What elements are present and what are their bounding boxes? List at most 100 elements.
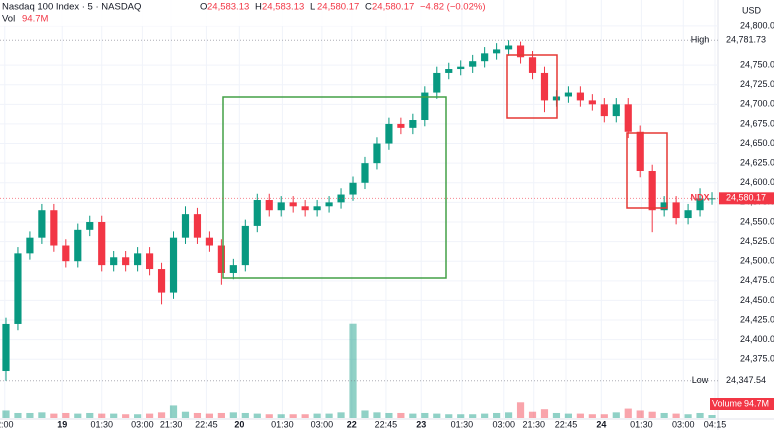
volume-bar [397,412,405,418]
volume-bar [301,414,309,418]
ohlc-value: 24,580.17 [317,2,359,13]
volume-bar [552,412,561,418]
axes: 24,800.00 24,750.00 24,725.00 24,700.00 24,6… [0,20,774,429]
change: −4.82 (−0.02%) [420,2,486,13]
volume-bar [409,413,417,418]
y-tick-label: 24,425.00 [740,314,774,324]
y-tick-label: 24,375.00 [740,354,774,364]
x-tick-label: 04:15 [704,419,727,429]
volume-marker-value: 94.7M [744,398,769,408]
volume-bar [708,415,716,418]
volume-bar [349,323,357,418]
volume-bar [26,412,34,418]
volume-bar [540,409,549,418]
volume-bar [528,411,537,418]
volume-bar [169,405,178,418]
candle-body [457,66,465,70]
candle-body [528,57,537,73]
marker-label: NDX [690,193,709,203]
volume-bar [564,413,573,418]
candle-body [445,69,453,73]
ohlc-label: L [310,2,315,13]
candle-body [253,200,261,226]
drawing-rectangle[interactable] [222,96,447,279]
candle-body [122,257,130,266]
volume-bar [253,413,261,418]
candle-body [397,123,405,128]
x-tick-label: 01:30 [90,419,113,429]
candle-body [600,104,608,117]
candle-body [696,198,704,211]
currency: USD [742,5,762,15]
candle-body [205,237,214,246]
volume-bar [612,412,620,418]
ohlc-value: 24,583.13 [207,2,249,13]
marker-label: Low [692,375,709,385]
candle-body [421,92,429,121]
candle-body [74,229,82,262]
x-tick-label: 03:00 [131,419,154,429]
y-tick-label: 24,750.00 [740,59,774,69]
volume-bar [205,413,214,418]
candle-body [14,253,22,324]
volume-bar [62,412,70,418]
volume-bar [696,412,704,418]
volume-bar [277,414,285,418]
volume-bar [516,402,525,418]
candle-body [624,104,632,132]
y-tick-label: 24,700.00 [740,99,774,109]
drawing-rectangle[interactable] [626,132,668,209]
volume-bar [469,414,477,418]
x-tick-label: 03:00 [493,419,516,429]
candle-body [373,143,381,164]
volume-bar [624,408,632,418]
candle-body [86,221,94,230]
x-tick-label: 24 [596,419,606,429]
y-tick-label: 24,525.00 [740,236,774,246]
volume-bar [433,413,441,418]
marker-tag-bg [719,374,774,387]
candle-body [409,120,417,128]
y-tick-label: 24,450.00 [740,295,774,305]
y-tick-label: 24,625.00 [740,158,774,168]
symbol: Nasdaq 100 Index · 5 · NASDAQ [2,2,141,13]
drawing-rectangle[interactable] [506,54,558,119]
candle-body [313,206,321,211]
x-tick-label: 03:00 [672,419,695,429]
volume-bar [600,414,608,418]
y-tick-label: 24,475.00 [740,275,774,285]
volume-bar [14,412,22,418]
candle-body [134,253,142,266]
candle-body [193,214,202,238]
volume-bar [241,412,249,418]
x-tick-label: 22:45 [375,419,398,429]
x-tick-label: 03:00 [311,419,334,429]
volume-bar [229,412,237,418]
candle-body [277,202,285,211]
volume-bar [38,412,46,418]
x-tick-label: 01:30 [271,419,294,429]
marker-value: 24,781.73 [726,35,766,45]
volume-bar [672,413,680,418]
volume-label: Vol [2,14,15,25]
volume-bar [313,413,321,418]
marker-tag-bg [719,34,774,47]
ohlc-value: 24,583.13 [262,2,304,13]
candle-body [229,265,237,273]
volume-marker-label: Volume [712,398,742,408]
volume-bar [98,413,106,418]
volume-bar [337,412,345,418]
volume-bar [157,412,166,418]
x-tick-label: 19 [57,419,67,429]
x-tick-label: 01:30 [630,419,653,429]
marker-tag-bg [719,192,774,205]
y-tick-label: 24,650.00 [740,138,774,148]
volume-bar [325,413,333,418]
ohlc-label: C [365,2,372,13]
volume-bar [361,410,369,418]
candle-body [217,245,225,273]
candle-body [564,92,573,97]
x-tick-label: 22:45 [555,419,578,429]
volume-bar [50,413,58,418]
